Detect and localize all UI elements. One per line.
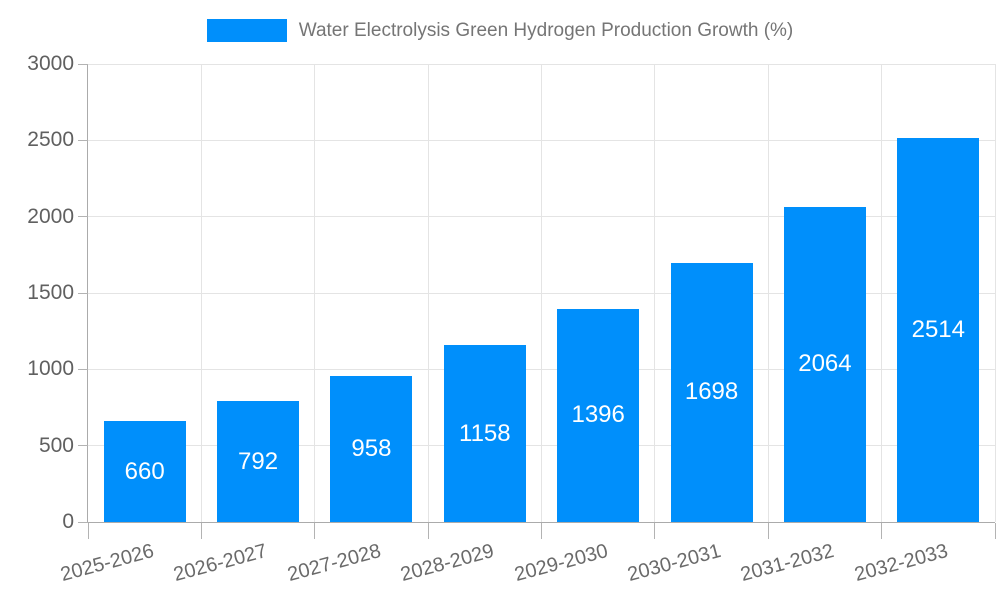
- vertical-gridline: [427, 64, 429, 522]
- y-axis-tick-label: 1000: [27, 357, 74, 381]
- legend-marker: [206, 19, 287, 42]
- bar[interactable]: 958: [330, 375, 413, 522]
- x-axis-category-label: 2025-2026: [58, 540, 157, 587]
- legend-label: Water Electrolysis Green Hydrogen Produc…: [298, 19, 794, 41]
- y-axis-tick-label: 2000: [27, 204, 74, 228]
- bar[interactable]: 2514: [897, 138, 980, 522]
- x-axis-category-label: 2029-2030: [511, 540, 610, 587]
- x-axis-tick: [314, 523, 316, 539]
- bar-value-label: 1396: [571, 401, 625, 429]
- bar[interactable]: 660: [103, 421, 186, 522]
- y-axis-tick-label: 500: [38, 433, 74, 457]
- vertical-gridline: [541, 64, 542, 522]
- bar-value-label: 2514: [911, 316, 965, 344]
- y-axis-tick: [78, 292, 88, 294]
- bar-value-label: 958: [351, 434, 392, 462]
- bar-value-label: 792: [238, 447, 279, 475]
- x-axis-tick: [87, 523, 89, 539]
- x-axis-tick: [767, 523, 769, 539]
- bar[interactable]: 1698: [670, 262, 753, 522]
- x-axis-tick: [200, 523, 202, 539]
- y-axis-tick: [78, 139, 88, 141]
- legend[interactable]: Water Electrolysis Green Hydrogen Produc…: [0, 19, 1000, 42]
- y-axis-tick: [78, 368, 88, 370]
- y-axis-tick: [78, 216, 88, 218]
- bar[interactable]: 792: [217, 401, 300, 522]
- vertical-gridline: [994, 64, 996, 522]
- bar[interactable]: 1396: [557, 308, 640, 522]
- x-axis-category-label: 2027-2028: [285, 540, 384, 587]
- y-axis-line: [87, 64, 88, 523]
- bar-value-label: 2064: [798, 350, 852, 378]
- bar-value-label: 1158: [459, 419, 511, 447]
- x-axis-category-label: 2028-2029: [398, 540, 497, 587]
- y-axis-tick-label: 0: [62, 510, 74, 533]
- vertical-gridline: [200, 64, 202, 522]
- vertical-gridline: [314, 64, 316, 522]
- x-axis-line: [88, 522, 995, 523]
- y-axis-tick-label: 1500: [27, 281, 74, 304]
- x-axis-category-label: 2026-2027: [171, 540, 270, 587]
- y-axis-tick: [78, 445, 88, 447]
- x-axis-category-label: 2030-2031: [625, 540, 724, 587]
- bar[interactable]: 1158: [443, 345, 526, 522]
- vertical-gridline: [654, 64, 656, 522]
- x-axis-tick: [427, 523, 429, 539]
- y-axis-tick: [78, 63, 88, 65]
- x-axis-tick: [994, 523, 996, 539]
- vertical-gridline: [767, 64, 769, 522]
- x-axis-category-label: 2032-2033: [851, 540, 951, 587]
- x-axis-tick: [654, 523, 656, 539]
- x-axis-category-label: 2031-2032: [738, 540, 837, 587]
- y-axis-tick-label: 2500: [27, 128, 74, 152]
- y-axis-tick-label: 3000: [27, 52, 74, 75]
- bar-value-label: 1698: [684, 378, 739, 406]
- bar-value-label: 660: [124, 457, 165, 485]
- vertical-gridline: [881, 64, 883, 522]
- x-axis-tick: [881, 523, 883, 539]
- bar[interactable]: 2064: [783, 206, 866, 522]
- x-axis-tick: [541, 523, 542, 539]
- y-axis-tick: [78, 521, 88, 523]
